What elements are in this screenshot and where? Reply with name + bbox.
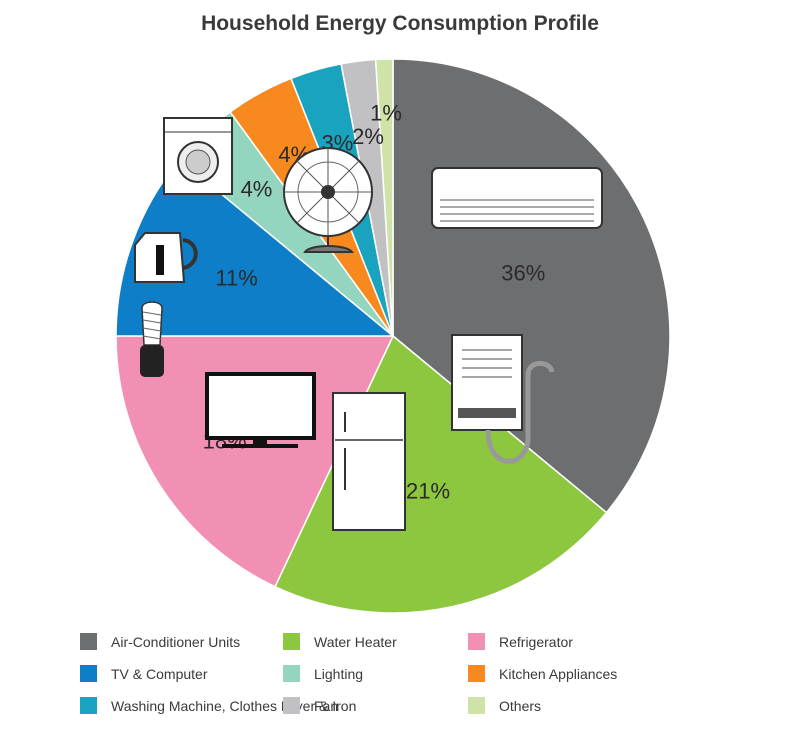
legend-item: Fan [283, 697, 338, 714]
pie-slice-water-heater [274, 334, 608, 614]
legend-label: Lighting [314, 665, 364, 682]
legend-swatch [283, 697, 300, 714]
fan-icon [283, 147, 373, 253]
legend-label: TV & Computer [111, 665, 208, 682]
slice-label: 2% [352, 124, 384, 149]
legend-item: Air-Conditioner Units [80, 633, 240, 650]
refrigerator-icon [332, 392, 406, 531]
legend-item: Refrigerator [468, 633, 573, 650]
slice-label: 11% [215, 266, 257, 291]
legend-label: Kitchen Appliances [499, 665, 618, 682]
water-heater-icon [451, 334, 555, 464]
legend-swatch [80, 697, 97, 714]
legend-label: Refrigerator [499, 633, 573, 650]
kettle-icon [134, 232, 198, 283]
legend-label: Water Heater [314, 633, 397, 650]
legend-label: Air-Conditioner Units [111, 633, 241, 650]
legend-label: Fan [314, 697, 339, 714]
tv-icon [205, 372, 316, 448]
legend-item: Water Heater [283, 633, 397, 650]
legend-item: Lighting [283, 665, 363, 682]
legend-swatch [468, 665, 485, 682]
air-conditioner-icon [431, 167, 603, 229]
chart-title: Household Energy Consumption Profile [201, 12, 599, 35]
legend-item: Kitchen Appliances [468, 665, 617, 682]
washing-machine-icon [163, 117, 233, 195]
legend-swatch [80, 665, 97, 682]
legend-swatch [283, 665, 300, 682]
slice-label: 1% [370, 100, 402, 125]
legend-swatch [468, 697, 485, 714]
legend-swatch [468, 633, 485, 650]
legend-swatch [283, 633, 300, 650]
light-bulb-icon [140, 301, 164, 377]
slice-label: 36% [501, 260, 545, 285]
slice-label: 21% [406, 479, 450, 504]
slice-label: 4% [241, 176, 273, 201]
pie-slice-others [374, 58, 394, 337]
legend-item: TV & Computer [80, 665, 207, 682]
legend-item: Others [468, 697, 541, 714]
legend-label: Others [499, 697, 542, 714]
pie-slice-refrigerator [115, 335, 395, 588]
legend-swatch [80, 633, 97, 650]
